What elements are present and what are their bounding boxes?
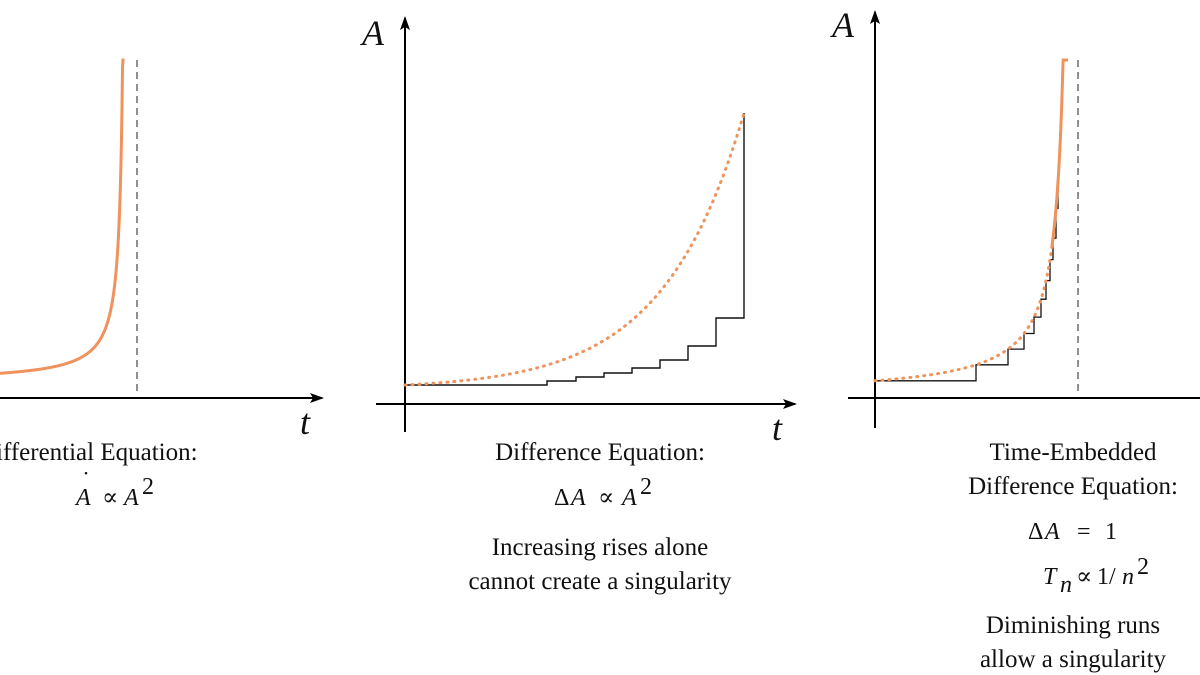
left-eq-exp: 2 xyxy=(142,474,154,500)
right-eq2-sub: n xyxy=(1060,572,1072,598)
right-eq2-exp: 2 xyxy=(1137,554,1149,580)
mid-step-function xyxy=(405,113,745,386)
mid-continuous-reference-curve xyxy=(403,111,746,387)
mid-a-label: A xyxy=(360,13,385,53)
panel-difference: A t Difference Equation: Δ A ∝ A 2 Incre… xyxy=(360,13,797,595)
left-equation: A ˙ ∝ A 2 xyxy=(74,468,154,511)
right-continuous-curve xyxy=(1050,58,1068,247)
left-caption: ifferential Equation: xyxy=(0,439,198,466)
mid-eq-prefix: Δ xyxy=(554,485,569,511)
left-eq-op: ∝ xyxy=(102,485,118,511)
left-continuous-curve xyxy=(0,58,125,375)
left-t-label: t xyxy=(300,402,311,442)
mid-eq-exp: 2 xyxy=(640,474,652,500)
right-caption-line2: Difference Equation: xyxy=(968,473,1178,500)
left-eq-lhs: A xyxy=(74,485,91,511)
mid-step-path xyxy=(405,113,745,386)
right-eq1-lhs: A xyxy=(1043,519,1060,545)
right-a-label: A xyxy=(830,5,855,45)
right-note-line2: allow a singularity xyxy=(980,646,1167,673)
right-eq2-op: ∝ xyxy=(1076,564,1092,590)
mid-note-line2: cannot create a singularity xyxy=(468,568,732,595)
panel-differential: t ifferential Equation: A ˙ ∝ A 2 xyxy=(0,58,324,511)
right-equation-2: T n ∝ 1/ n 2 xyxy=(1043,554,1149,598)
mid-eq-lhs: A xyxy=(569,485,586,511)
right-step-path xyxy=(875,181,1059,382)
right-eq1-rhs: 1 xyxy=(1105,519,1117,545)
right-eq2-var: n xyxy=(1122,564,1134,590)
right-equation-1: Δ A = 1 xyxy=(1028,519,1117,545)
mid-equation: Δ A ∝ A 2 xyxy=(554,474,652,511)
mid-caption: Difference Equation: xyxy=(495,439,705,466)
right-eq1-op: = xyxy=(1077,519,1091,545)
right-eq1-prefix: Δ xyxy=(1028,519,1043,545)
right-caption-line1: Time-Embedded xyxy=(989,439,1157,466)
right-eq2-lhs: T xyxy=(1043,564,1058,590)
mid-note-line1: Increasing rises alone xyxy=(492,534,709,561)
left-eq-dot: ˙ xyxy=(82,468,90,494)
mid-eq-op: ∝ xyxy=(598,485,614,511)
left-eq-rhs: A xyxy=(122,485,139,511)
mid-t-label: t xyxy=(772,408,783,448)
right-dotted-reference-curve xyxy=(873,207,1058,383)
mid-eq-rhs: A xyxy=(620,485,637,511)
right-note-line1: Diminishing runs xyxy=(986,612,1160,639)
right-eq2-rhs: 1/ xyxy=(1097,564,1116,590)
right-step-function xyxy=(875,181,1059,382)
panel-time-embedded: A Time-Embedded Difference Equation: Δ A… xyxy=(830,5,1200,673)
